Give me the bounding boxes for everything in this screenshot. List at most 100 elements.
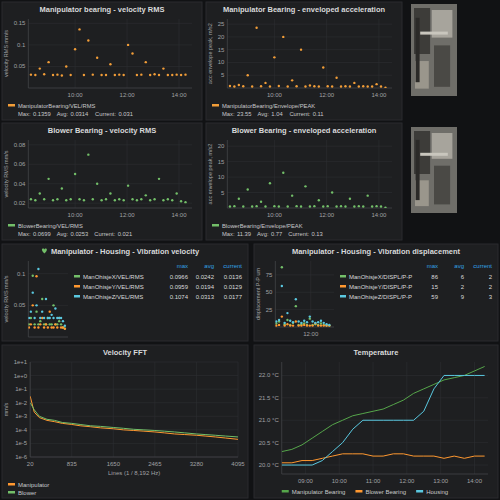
x-tick-label: 14:00 [172, 92, 188, 98]
point [380, 85, 382, 87]
x-grid-line [378, 140, 379, 208]
photo-detail [416, 18, 420, 82]
table-header: avg [454, 263, 464, 269]
point [328, 324, 330, 326]
y-tick-label: 0.04 [14, 181, 26, 187]
point [286, 323, 288, 325]
x-tick-label: 12:00 [303, 331, 319, 337]
point [28, 326, 30, 328]
x-tick-label: 14:00 [371, 212, 387, 218]
y-tick-label: 0.15 [14, 20, 26, 26]
table-cell: 6 [461, 274, 465, 280]
x-tick-label: 12:00 [319, 212, 335, 218]
x-axis-line [28, 208, 192, 209]
panel-background [206, 2, 402, 120]
legend-stat: 23.55 [237, 111, 252, 117]
point [295, 85, 297, 87]
y-tick-label: 10 [218, 174, 225, 180]
point [65, 65, 67, 67]
point [297, 324, 299, 326]
point [60, 323, 62, 325]
table-cell: 0.0242 [196, 274, 215, 280]
point [275, 322, 277, 324]
point [61, 187, 63, 189]
y-axis-title: displacement P-P um [255, 268, 261, 321]
legend-label: BlowerBearing/Envelope/PEAK [222, 223, 303, 229]
y-tick-label: 20.5 °C [259, 440, 280, 446]
y-tick-label: 0.05 [14, 63, 26, 69]
point [233, 205, 235, 207]
y-grid-line [28, 305, 68, 306]
point [358, 205, 360, 207]
panel: Temperature20.0 °C20.5 °C21.0 °C21.5 °C2… [254, 345, 498, 498]
point [65, 199, 67, 201]
point [184, 73, 186, 75]
point [30, 310, 32, 312]
point [269, 85, 271, 87]
point [331, 191, 333, 193]
legend-swatch [212, 104, 219, 107]
x-tick-label: 3280 [190, 461, 204, 467]
y-tick-label: 10 [218, 59, 225, 65]
point [297, 324, 299, 326]
point [264, 82, 266, 84]
point [105, 74, 107, 76]
point [131, 52, 133, 54]
point [247, 74, 249, 76]
y-tick-label: 25 [266, 307, 273, 313]
legend-swatch [416, 490, 423, 493]
panel-background [2, 345, 248, 498]
y-axis-title: acc envelope peak, m/s2 [207, 23, 213, 84]
legend: ManipulatorBearing/Envelope/PEAKMax:23.5… [212, 103, 324, 117]
point [314, 322, 316, 324]
point [52, 304, 54, 306]
panel: Manipulator - Housing - Vibration displa… [254, 244, 498, 341]
panel-title: Temperature [354, 348, 399, 357]
x-tick-label: 12:00 [319, 92, 335, 98]
x-axis-line [227, 208, 392, 209]
marks [30, 28, 187, 77]
point [35, 304, 37, 306]
point [78, 198, 80, 200]
point [30, 323, 32, 325]
x-tick-label: 11:00 [366, 478, 381, 484]
point [366, 85, 368, 87]
x-axis-line [28, 88, 192, 89]
point [247, 188, 249, 190]
point [83, 199, 85, 201]
point [100, 74, 102, 76]
point [292, 322, 294, 324]
point [69, 74, 71, 76]
panel-title: Manipulator - Housing - Vibration veloci… [51, 247, 200, 256]
x-grid-line [406, 362, 407, 474]
point [92, 73, 94, 75]
y-grid-line [30, 457, 238, 458]
point [255, 27, 257, 29]
point [327, 205, 329, 207]
point [283, 324, 285, 326]
legend-stat: Current: [289, 111, 310, 117]
y-grid-line [30, 389, 238, 390]
legend-stat: 0.77 [271, 231, 282, 237]
point [242, 205, 244, 207]
x-grid-line [179, 19, 180, 88]
point [83, 74, 85, 76]
y-tick-label: 1e+0 [14, 373, 28, 379]
series-line [282, 366, 485, 451]
point [242, 85, 244, 87]
point [323, 322, 325, 324]
point [287, 205, 289, 207]
marks [30, 153, 187, 203]
legend-swatch [8, 491, 15, 494]
point [349, 198, 351, 200]
point [49, 317, 51, 319]
legend-label: ManipulatorBearing/Envelope/PEAK [222, 103, 315, 109]
point [295, 320, 297, 322]
panel: Manipulator Bearing - enveloped accelera… [206, 2, 402, 120]
photo-detail [416, 140, 420, 200]
point [56, 73, 58, 75]
point [43, 198, 45, 200]
x-grid-line [75, 140, 76, 208]
point [311, 320, 313, 322]
point [175, 73, 177, 75]
